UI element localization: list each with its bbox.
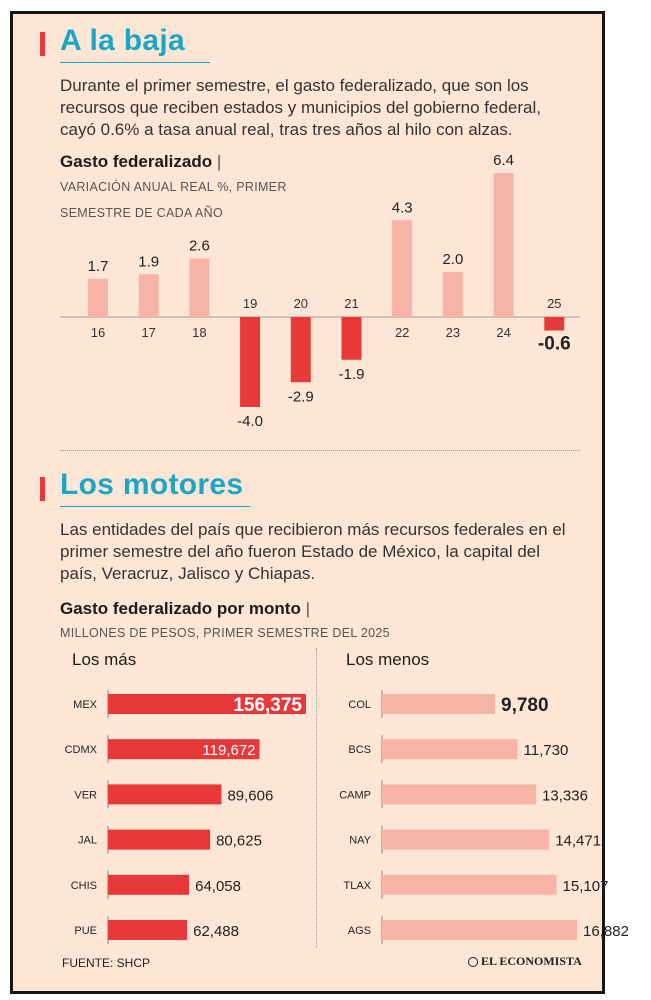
category-label-MEX: MEX [73,699,98,711]
title-separator: | [216,152,222,171]
value-label-COL: 9,780 [501,695,549,716]
value-label-MEX: 156,375 [233,695,302,716]
tick-label-23: 23 [446,325,460,340]
bar-22 [392,220,413,317]
chart-title-text: Gasto federalizado [60,152,213,171]
column-divider [316,648,317,948]
tick-label-22: 22 [395,325,409,340]
chart-note-monto: MILLONES DE PESOS, PRIMER SEMESTRE DEL 2… [60,626,390,640]
chart-note-line-1: VARIACIÓN ANUAL REAL %, PRIMER [60,180,287,194]
tick-label-16: 16 [91,325,105,340]
chart-note-line-2: SEMESTRE DE CADA AÑO [60,206,223,220]
value-label-19: -4.0 [237,413,263,430]
chart-title-monto: Gasto federalizado por monto | [60,599,310,619]
bar-BCS [382,739,518,760]
value-label-BCS: 11,730 [524,742,569,759]
bar-MEX [108,694,306,714]
value-label-JAL: 80,625 [216,833,262,850]
tick-label-18: 18 [192,325,206,340]
bar-VER [108,784,222,805]
bar-21 [341,317,362,360]
bar-19 [240,317,261,407]
bar-23 [442,272,463,317]
section-marker [40,32,45,56]
tick-label-19: 19 [243,296,257,311]
section-underline [60,62,210,63]
category-label-VER: VER [74,789,97,801]
value-label-NAY: 14,471 [555,833,601,850]
section-marker [40,477,45,501]
bar-25 [544,317,565,331]
value-label-22: 4.3 [392,199,413,216]
chart-title-text: Gasto federalizado por monto [60,599,301,618]
section-text-motores: Las entidades del país que recibieron má… [60,520,566,583]
column-head-menos: Los menos [346,650,430,669]
value-label-17: 1.9 [138,253,159,270]
bar-TLAX [382,874,557,895]
logo-text: EL ECONOMISTA [481,954,582,968]
tick-label-17: 17 [141,325,155,340]
globe-icon [468,956,478,967]
value-label-25: -0.6 [538,334,571,355]
title-separator: | [305,599,311,618]
section-underline [60,506,250,507]
category-label-JAL: JAL [78,835,97,847]
bar-AGS [382,920,578,940]
tick-label-21: 21 [344,296,358,311]
value-label-TLAX: 15,107 [563,878,609,895]
bar-20 [290,317,311,383]
category-label-CAMP: CAMP [339,789,371,801]
value-label-21: -1.9 [339,366,365,383]
section-title-baja: A la baja [60,24,185,57]
bar-CAMP [382,784,537,805]
bar-24 [493,173,514,317]
category-label-COL: COL [348,699,371,711]
bar-PUE [108,920,188,940]
chart-title-variacion: Gasto federalizado | [60,152,221,172]
value-label-CDMX: 119,672 [202,742,255,759]
tick-label-25: 25 [547,296,561,311]
category-label-TLAX: TLAX [343,880,371,892]
category-label-CHIS: CHIS [71,880,97,892]
value-label-CAMP: 13,336 [542,787,588,804]
category-label-PUE: PUE [74,925,97,937]
value-label-CHIS: 64,058 [195,878,241,895]
value-label-24: 6.4 [493,152,514,169]
section-divider [60,450,580,451]
bar-JAL [108,829,211,850]
tick-label-20: 20 [294,296,308,311]
section-text-baja: Durante el primer semestre, el gasto fed… [60,76,541,139]
bar-18 [189,258,210,317]
value-label-18: 2.6 [189,238,210,255]
bar-16 [88,278,108,317]
chart-note-variacion: VARIACIÓN ANUAL REAL %, PRIMER SEMESTRE … [60,174,320,226]
category-label-BCS: BCS [348,744,371,756]
value-label-VER: 89,606 [227,787,273,804]
value-label-PUE: 62,488 [193,923,239,940]
column-head-mas: Los más [72,650,137,669]
bar-COL [382,694,495,714]
value-label-16: 1.7 [88,258,109,275]
category-label-NAY: NAY [349,835,371,847]
bar-CHIS [108,874,190,895]
value-label-20: -2.9 [288,388,314,405]
bar-17 [138,274,159,317]
tick-label-24: 24 [496,325,510,340]
value-label-AGS: 16,882 [583,923,629,940]
bar-NAY [382,829,550,850]
bar-CDMX [108,739,260,760]
value-label-23: 2.0 [442,251,463,268]
publisher-logo: EL ECONOMISTA [468,954,582,969]
category-label-AGS: AGS [348,925,371,937]
category-label-CDMX: CDMX [65,744,98,756]
section-title-motores: Los motores [60,468,244,501]
source-note: FUENTE: SHCP [62,956,151,970]
